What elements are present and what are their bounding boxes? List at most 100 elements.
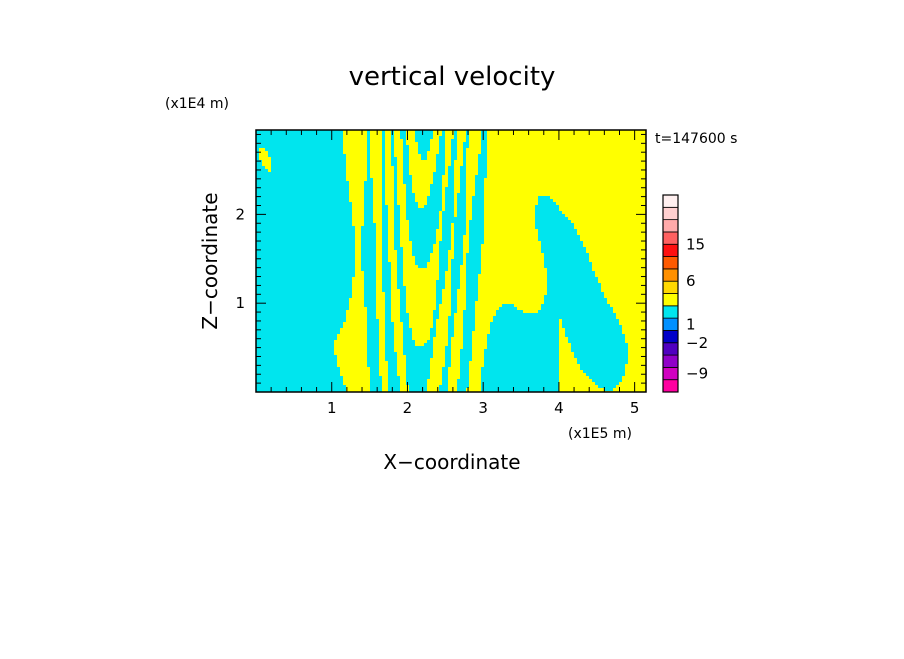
contour-cell	[385, 358, 398, 362]
contour-cell	[625, 370, 646, 374]
contour-cell	[376, 313, 386, 317]
contour-cell	[445, 163, 452, 167]
contour-cell	[454, 229, 467, 233]
contour-cell	[460, 265, 467, 269]
contour-cell	[394, 244, 401, 248]
contour-cell	[400, 130, 407, 134]
contour-cell	[442, 292, 452, 296]
contour-cell	[469, 364, 485, 368]
contour-cell	[256, 376, 344, 380]
contour-cell	[469, 247, 482, 251]
contour-cell	[481, 262, 545, 266]
contour-cell	[484, 193, 646, 197]
contour-cell	[457, 148, 464, 152]
contour-cell	[466, 301, 476, 305]
contour-cell	[439, 241, 452, 245]
contour-cell	[487, 142, 646, 146]
contour-cell	[442, 379, 449, 383]
contour-cell	[397, 199, 407, 203]
contour-cell	[367, 331, 380, 335]
contour-cell	[451, 337, 464, 341]
contour-cell	[451, 142, 458, 146]
contour-cell	[349, 184, 365, 188]
contour-cell	[454, 166, 461, 170]
contour-cell	[472, 211, 485, 215]
contour-cell	[394, 187, 398, 191]
contour-cell	[349, 199, 365, 203]
contour-cell	[442, 178, 449, 182]
contour-field	[256, 130, 646, 392]
contour-cell	[394, 205, 401, 209]
chart-title: vertical velocity	[349, 62, 556, 92]
contour-cell	[439, 214, 443, 218]
contour-cell	[388, 214, 395, 218]
contour-cell	[412, 178, 434, 182]
contour-cell	[490, 325, 560, 329]
contour-cell	[400, 133, 407, 137]
colorbar-swatch	[662, 268, 679, 282]
contour-cell	[406, 292, 437, 296]
contour-cell	[487, 334, 560, 338]
contour-cell	[397, 193, 407, 197]
contour-cell	[397, 175, 404, 179]
contour-cell	[409, 322, 434, 326]
contour-cell	[400, 217, 407, 221]
contour-cell	[463, 160, 467, 164]
contour-cell	[394, 190, 398, 194]
contour-cell	[442, 367, 449, 371]
contour-cell	[367, 175, 371, 179]
contour-cell	[409, 220, 440, 224]
contour-cell	[385, 310, 392, 314]
contour-cell	[340, 370, 371, 374]
contour-cell	[397, 187, 407, 191]
contour-cell	[385, 352, 398, 356]
contour-cell	[388, 232, 395, 236]
contour-cell	[457, 295, 467, 299]
contour-cell	[544, 295, 605, 299]
contour-cell	[370, 139, 383, 143]
contour-cell	[451, 280, 461, 284]
contour-cell	[394, 223, 401, 227]
contour-cell	[457, 193, 467, 197]
contour-cell	[559, 346, 572, 350]
contour-cell	[400, 304, 407, 308]
contour-cell	[400, 208, 407, 212]
contour-cell	[433, 316, 440, 320]
contour-cell	[418, 145, 431, 149]
contour-cell	[457, 145, 464, 149]
contour-cell	[454, 160, 464, 164]
contour-cell	[361, 244, 377, 248]
contour-cell	[385, 301, 392, 305]
contour-cell	[463, 145, 470, 149]
contour-cell	[265, 166, 272, 170]
contour-cell	[598, 277, 646, 281]
contour-cell	[397, 178, 404, 182]
contour-cell	[436, 325, 449, 329]
colorbar-swatch	[662, 231, 679, 245]
contour-cell	[382, 283, 392, 287]
contour-cell	[355, 253, 362, 257]
contour-cell	[463, 148, 467, 152]
colorbar-swatch	[662, 330, 679, 344]
contour-cell	[385, 139, 392, 143]
contour-cell	[373, 199, 383, 203]
contour-cell	[394, 202, 398, 206]
contour-cell	[370, 367, 380, 371]
contour-cell	[448, 175, 455, 179]
contour-cell	[544, 301, 608, 305]
contour-cell	[478, 280, 548, 284]
contour-cell	[430, 193, 443, 197]
contour-cell	[451, 148, 458, 152]
contour-cell	[376, 274, 383, 278]
contour-cell	[487, 133, 646, 137]
contour-cell	[628, 361, 646, 365]
contour-cell	[613, 307, 646, 311]
contour-cell	[430, 328, 437, 332]
contour-cell	[382, 376, 389, 380]
contour-cell	[535, 223, 575, 227]
y-axis: 12	[235, 133, 646, 384]
contour-cell	[352, 205, 365, 209]
contour-cell	[451, 241, 455, 245]
contour-cell	[256, 295, 353, 299]
contour-cell	[256, 214, 353, 218]
